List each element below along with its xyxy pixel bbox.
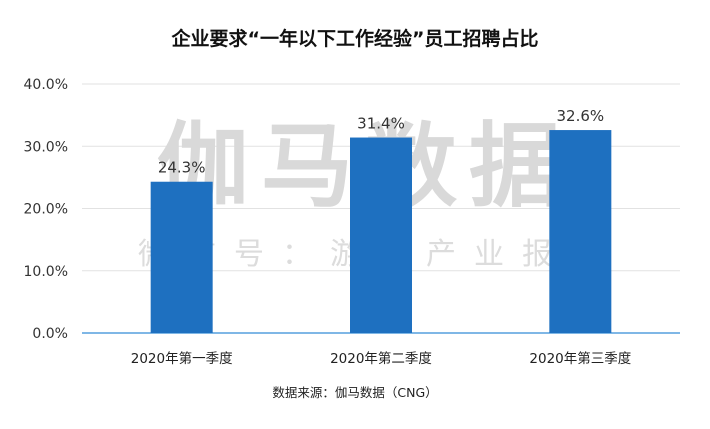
source-note: 数据来源：伽马数据（CNG） bbox=[272, 385, 437, 400]
bars bbox=[150, 130, 612, 333]
bar bbox=[150, 181, 213, 333]
y-tick-label: 20.0% bbox=[24, 202, 68, 218]
y-axis: 0.0% 10.0% 20.0% 30.0% 40.0% bbox=[24, 77, 68, 342]
data-label: 31.4% bbox=[357, 115, 405, 133]
bar bbox=[549, 130, 612, 333]
bar bbox=[350, 137, 412, 333]
x-category-label: 2020年第一季度 bbox=[131, 350, 233, 367]
y-tick-label: 40.0% bbox=[24, 77, 68, 93]
data-label: 32.6% bbox=[557, 107, 605, 125]
data-labels: 24.3% 31.4% 32.6% bbox=[158, 107, 604, 177]
chart-title: 企业要求“一年以下工作经验”员工招聘占比 bbox=[171, 27, 539, 50]
y-tick-label: 30.0% bbox=[24, 139, 68, 155]
x-category-label: 2020年第三季度 bbox=[529, 350, 631, 367]
y-tick-label: 0.0% bbox=[32, 326, 68, 342]
x-category-label: 2020年第二季度 bbox=[330, 350, 432, 367]
data-label: 24.3% bbox=[158, 159, 206, 177]
y-tick-label: 10.0% bbox=[24, 264, 68, 280]
x-axis: 2020年第一季度 2020年第二季度 2020年第三季度 bbox=[131, 350, 632, 367]
